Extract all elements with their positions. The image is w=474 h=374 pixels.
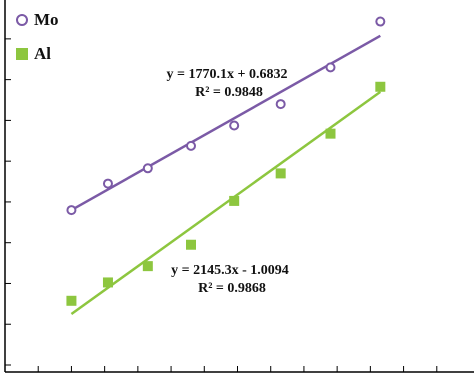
point	[66, 205, 77, 216]
r-squared: R² = 0.9868	[198, 281, 266, 296]
point	[375, 16, 386, 27]
r-squared: R² = 0.9848	[195, 85, 263, 100]
point	[102, 178, 113, 189]
point	[375, 81, 386, 92]
trend-line	[70, 34, 381, 212]
point	[275, 168, 286, 179]
point	[186, 140, 196, 151]
point	[325, 128, 336, 139]
legend-marker	[16, 14, 28, 26]
point	[275, 99, 286, 110]
legend-label: Mo	[34, 10, 59, 29]
legend-label: Al	[34, 44, 51, 63]
point	[142, 261, 153, 272]
point	[229, 120, 240, 131]
equation: y = 2145.3x - 1.0094	[171, 263, 289, 278]
point	[229, 195, 240, 206]
point	[325, 62, 336, 73]
point	[66, 295, 77, 306]
equation: y = 1770.1x + 0.6832	[167, 67, 288, 82]
point	[186, 239, 196, 250]
point	[102, 277, 113, 288]
legend-marker	[16, 48, 28, 60]
point	[142, 163, 153, 174]
